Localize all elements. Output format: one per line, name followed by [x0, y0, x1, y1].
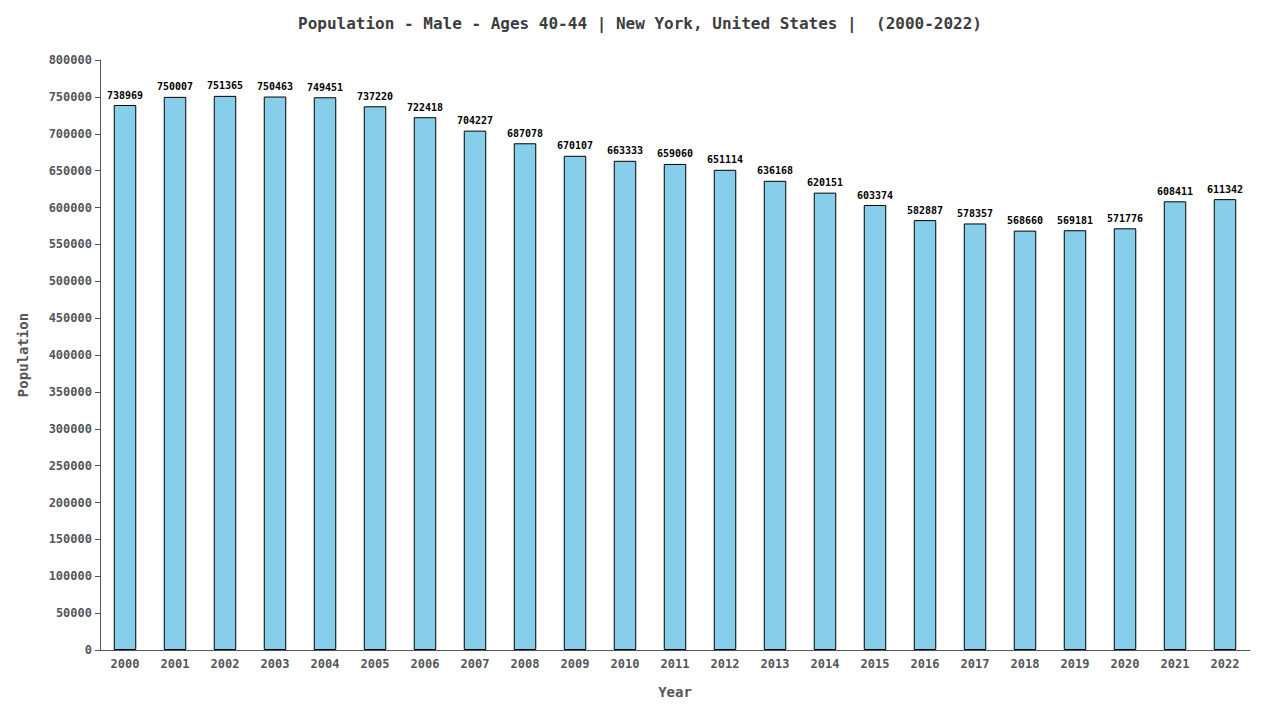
svg-text:722418: 722418 — [407, 102, 443, 113]
svg-text:2008: 2008 — [511, 657, 540, 671]
svg-text:750000: 750000 — [49, 90, 92, 104]
svg-text:300000: 300000 — [49, 422, 92, 436]
svg-text:571776: 571776 — [1107, 213, 1143, 224]
svg-text:611342: 611342 — [1207, 184, 1243, 195]
svg-text:500000: 500000 — [49, 274, 92, 288]
svg-text:751365: 751365 — [207, 80, 243, 91]
svg-text:2021: 2021 — [1161, 657, 1190, 671]
svg-text:582887: 582887 — [907, 205, 943, 216]
svg-text:2011: 2011 — [661, 657, 690, 671]
svg-text:2019: 2019 — [1061, 657, 1090, 671]
svg-text:2020: 2020 — [1111, 657, 1140, 671]
svg-text:Population - Male - Ages 40-44: Population - Male - Ages 40-44 | New Yor… — [298, 14, 982, 34]
svg-text:2018: 2018 — [1011, 657, 1040, 671]
svg-text:100000: 100000 — [49, 569, 92, 583]
svg-text:Year: Year — [658, 684, 692, 700]
svg-text:800000: 800000 — [49, 53, 92, 67]
svg-text:2016: 2016 — [911, 657, 940, 671]
svg-text:663333: 663333 — [607, 145, 643, 156]
svg-text:200000: 200000 — [49, 496, 92, 510]
svg-text:2007: 2007 — [461, 657, 490, 671]
svg-text:568660: 568660 — [1007, 215, 1043, 226]
svg-text:2003: 2003 — [261, 657, 290, 671]
svg-text:650000: 650000 — [49, 164, 92, 178]
svg-text:150000: 150000 — [49, 532, 92, 546]
svg-text:400000: 400000 — [49, 348, 92, 362]
svg-text:0: 0 — [85, 643, 92, 657]
svg-text:2009: 2009 — [561, 657, 590, 671]
svg-text:2010: 2010 — [611, 657, 640, 671]
svg-text:2015: 2015 — [861, 657, 890, 671]
svg-text:450000: 450000 — [49, 311, 92, 325]
svg-text:600000: 600000 — [49, 201, 92, 215]
svg-text:2014: 2014 — [811, 657, 840, 671]
svg-text:737220: 737220 — [357, 91, 393, 102]
svg-text:704227: 704227 — [457, 115, 493, 126]
svg-text:603374: 603374 — [857, 190, 893, 201]
svg-text:578357: 578357 — [957, 208, 993, 219]
svg-text:2012: 2012 — [711, 657, 740, 671]
svg-text:2000: 2000 — [111, 657, 140, 671]
svg-text:620151: 620151 — [807, 177, 843, 188]
svg-text:659060: 659060 — [657, 148, 693, 159]
svg-text:550000: 550000 — [49, 237, 92, 251]
svg-text:738969: 738969 — [107, 90, 143, 101]
svg-text:750463: 750463 — [257, 81, 293, 92]
svg-text:2017: 2017 — [961, 657, 990, 671]
svg-text:651114: 651114 — [707, 154, 743, 165]
svg-text:250000: 250000 — [49, 459, 92, 473]
svg-text:2001: 2001 — [161, 657, 190, 671]
svg-text:2005: 2005 — [361, 657, 390, 671]
svg-text:2002: 2002 — [211, 657, 240, 671]
svg-text:569181: 569181 — [1057, 215, 1093, 226]
svg-text:608411: 608411 — [1157, 186, 1193, 197]
svg-text:687078: 687078 — [507, 128, 543, 139]
svg-text:749451: 749451 — [307, 82, 343, 93]
svg-text:700000: 700000 — [49, 127, 92, 141]
svg-text:50000: 50000 — [56, 606, 92, 620]
svg-text:2004: 2004 — [311, 657, 340, 671]
svg-text:2006: 2006 — [411, 657, 440, 671]
svg-text:670107: 670107 — [557, 140, 593, 151]
svg-text:636168: 636168 — [757, 165, 793, 176]
svg-text:2013: 2013 — [761, 657, 790, 671]
svg-text:2022: 2022 — [1211, 657, 1240, 671]
svg-text:350000: 350000 — [49, 385, 92, 399]
svg-text:Population: Population — [15, 313, 31, 397]
svg-text:750007: 750007 — [157, 81, 193, 92]
